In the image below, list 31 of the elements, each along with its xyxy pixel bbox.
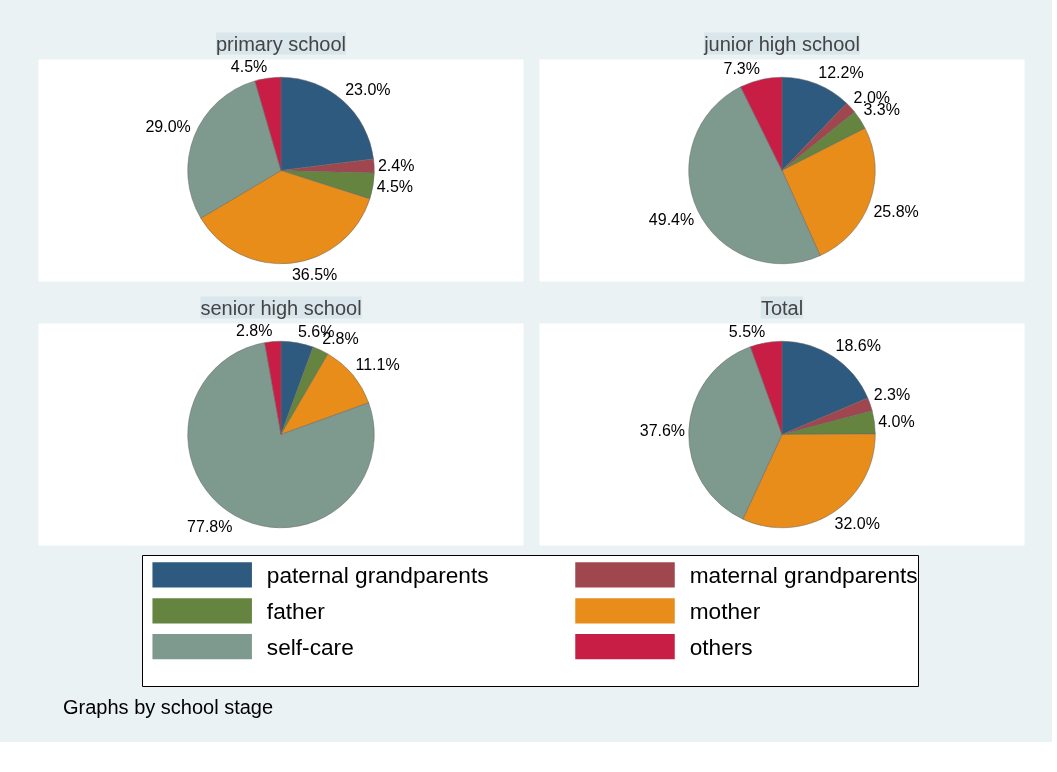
data-label: 36.5% (291, 266, 338, 284)
data-label: 3.3% (863, 101, 900, 119)
data-label: 23.0% (345, 81, 391, 99)
legend-label: self-care (266, 633, 354, 660)
chart-title: senior high school (200, 296, 362, 319)
data-label: 12.2% (818, 64, 864, 82)
data-label: 4.5% (376, 178, 414, 196)
data-label: 11.1% (355, 355, 400, 373)
data-label: 32.0% (834, 515, 880, 533)
data-label: 25.8% (873, 202, 919, 220)
legend-label: mother (689, 597, 761, 624)
data-label: 18.6% (835, 337, 881, 355)
data-label: 2.8% (236, 321, 273, 339)
chart-title: junior high school (703, 32, 860, 55)
data-label: 4.0% (878, 413, 915, 431)
data-label: 2.4% (377, 157, 415, 175)
legend-label: father (266, 597, 326, 624)
data-label: 2.3% (873, 386, 911, 404)
legend-label: paternal grandparents (266, 561, 489, 588)
data-label: 5.5% (728, 322, 766, 340)
legend-label: others (689, 633, 753, 660)
data-label: 77.8% (187, 517, 233, 535)
data-label: 49.4% (648, 211, 695, 229)
data-label: 37.6% (639, 421, 686, 439)
text: Graphs by school stage (63, 695, 274, 720)
data-label: 7.3% (723, 59, 760, 77)
data-label: 4.5% (230, 58, 268, 76)
chart-title: primary school (215, 32, 347, 55)
chart-title: Total (760, 296, 804, 319)
data-label: 29.0% (145, 118, 191, 136)
legend-label: maternal grandparents (689, 561, 918, 588)
